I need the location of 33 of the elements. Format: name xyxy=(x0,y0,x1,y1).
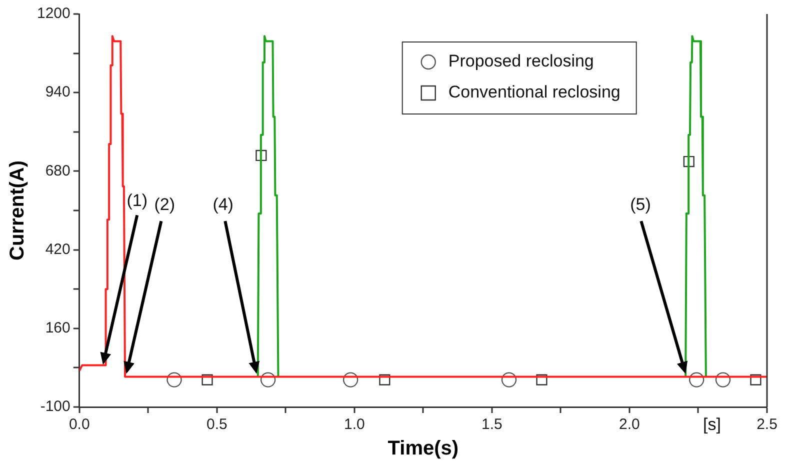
annotation: (1) xyxy=(126,191,148,212)
point xyxy=(260,372,276,388)
legend-label: Conventional reclosing xyxy=(448,82,620,102)
x-axis-title: Time(s) xyxy=(388,438,459,460)
point xyxy=(202,374,213,386)
point xyxy=(501,372,517,388)
point xyxy=(342,372,358,388)
point xyxy=(379,374,390,386)
y-tick-label: 940 xyxy=(45,84,70,101)
x-tick-label: 2.0 xyxy=(619,416,640,434)
point xyxy=(683,156,694,168)
x-tick-label: 2.5 xyxy=(756,416,778,434)
point xyxy=(715,372,731,388)
point xyxy=(688,372,704,388)
x-tick-label: 0.0 xyxy=(68,416,90,434)
x-tick-label: 1.5 xyxy=(482,416,502,434)
y-tick-label: 420 xyxy=(45,240,70,258)
point xyxy=(166,372,182,388)
x-tick-label: 1.0 xyxy=(344,416,365,434)
point xyxy=(536,374,548,386)
y-tick-label: -100 xyxy=(40,398,70,416)
y-tick-label: 680 xyxy=(45,162,70,180)
y-axis-title: Current(A) xyxy=(6,160,29,260)
point xyxy=(256,150,267,162)
annotation: (5) xyxy=(630,194,651,215)
legend-label: Proposed reclosing xyxy=(448,52,594,71)
annotation: (2) xyxy=(154,194,176,215)
point xyxy=(750,374,762,386)
y-tick-label: 1200 xyxy=(36,5,70,22)
x-tick-label: 0.5 xyxy=(206,416,228,434)
y-tick-label: 160 xyxy=(45,320,70,337)
annotation: (4) xyxy=(212,194,234,215)
text: [s] xyxy=(703,415,721,434)
